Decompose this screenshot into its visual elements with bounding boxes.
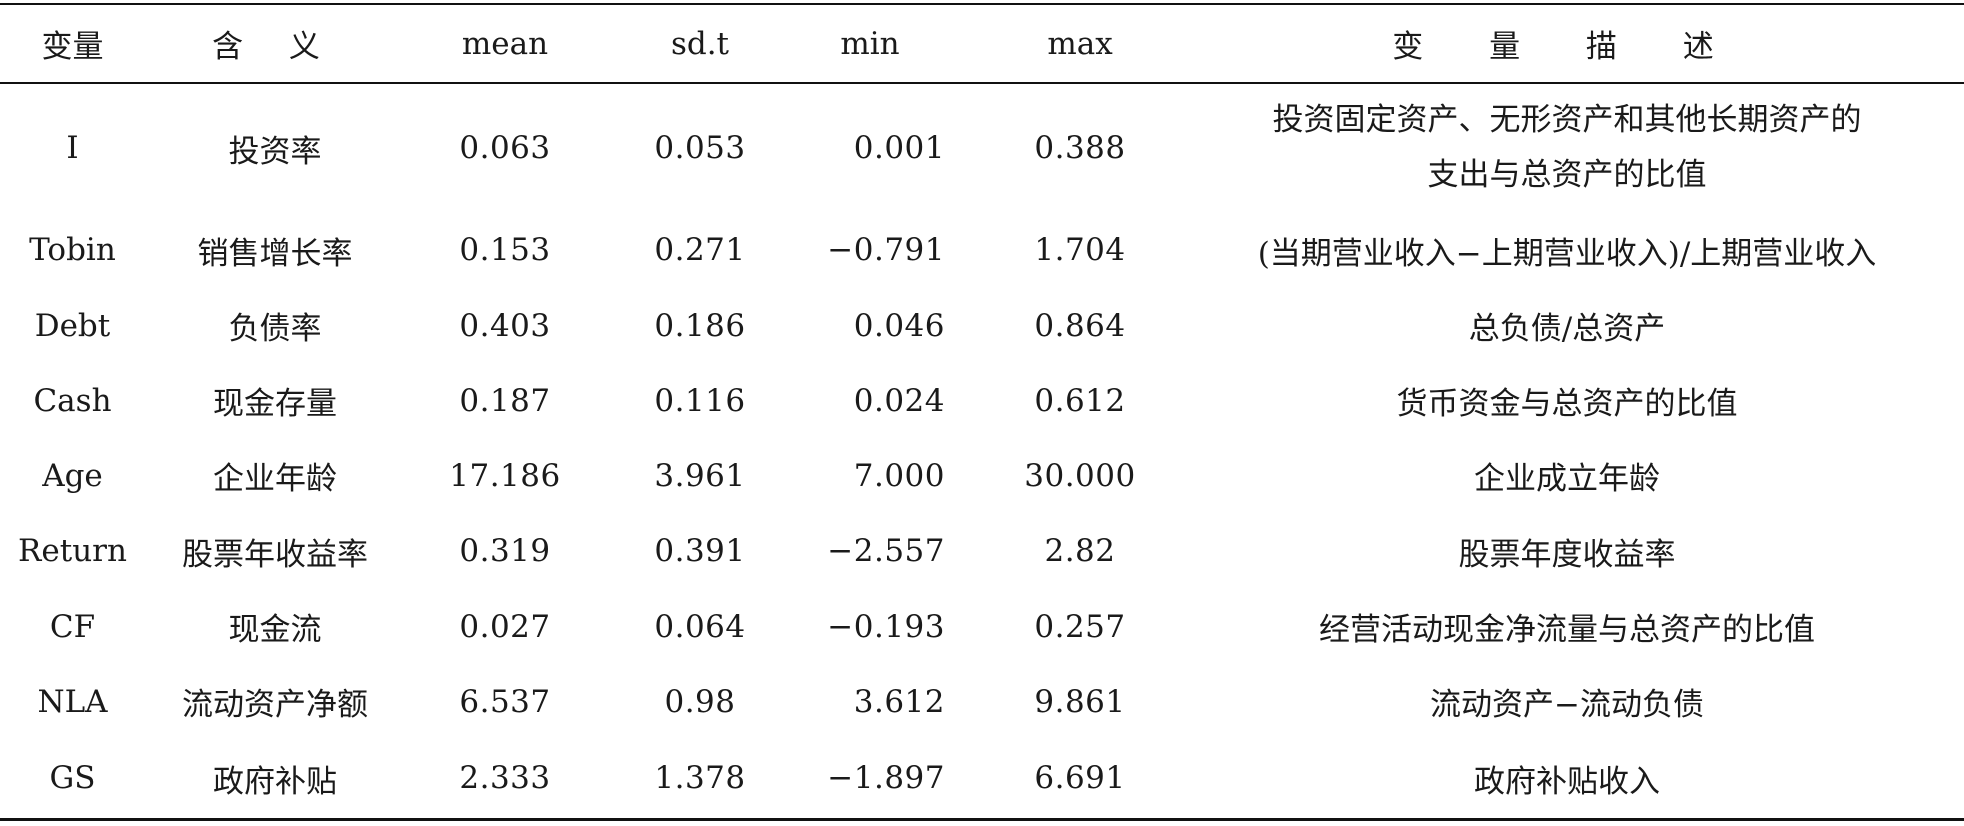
cell-sd: 0.391 bbox=[654, 533, 746, 569]
cell-min: 7.000 bbox=[853, 457, 945, 494]
table-row: GS 政府补贴 2.333 1.378 −1.897 6.691 政府补贴收入 bbox=[0, 739, 1964, 817]
cell-min: −0.193 bbox=[827, 608, 945, 645]
cell-sd: 0.053 bbox=[654, 130, 746, 166]
cell-min: 3.612 bbox=[853, 683, 945, 720]
cell-max: 0.612 bbox=[1034, 382, 1126, 419]
cell-sd: 0.064 bbox=[654, 608, 746, 645]
table-row: Debt 负债率 0.403 0.186 0.046 0.864 总负债/总资产 bbox=[0, 288, 1964, 363]
cell-meaning: 股票年收益率 bbox=[182, 536, 368, 573]
cell-mean: 0.403 bbox=[459, 307, 551, 344]
table-row: Tobin 销售增长率 0.153 0.271 −0.791 1.704 (当期… bbox=[0, 212, 1964, 288]
header-variable: 变量 bbox=[41, 29, 104, 65]
cell-variable: Return bbox=[18, 533, 127, 569]
cell-max: 0.864 bbox=[1034, 307, 1126, 344]
cell-description: 企业成立年龄 bbox=[1474, 461, 1660, 497]
header-description: 变 量 描 述 bbox=[1392, 29, 1742, 65]
description-line-2: 支出与总资产的比值 bbox=[1427, 157, 1707, 193]
cell-variable: Tobin bbox=[29, 232, 116, 268]
cell-mean: 6.537 bbox=[459, 683, 551, 720]
cell-min: 0.024 bbox=[853, 382, 945, 419]
cell-mean: 0.027 bbox=[459, 608, 551, 645]
cell-mean: 0.153 bbox=[459, 232, 551, 268]
cell-description: 经营活动现金净流量与总资产的比值 bbox=[1319, 612, 1815, 648]
header-meaning: 含 义 bbox=[212, 29, 338, 65]
table-bottom-rule bbox=[0, 818, 1964, 821]
cell-max: 0.388 bbox=[1034, 130, 1126, 166]
cell-meaning: 现金存量 bbox=[213, 386, 337, 422]
table-row: Return 股票年收益率 0.319 0.391 −2.557 2.82 股票… bbox=[0, 513, 1964, 589]
cell-meaning: 现金流 bbox=[228, 612, 322, 648]
table-row: CF 现金流 0.027 0.064 −0.193 0.257 经营活动现金净流… bbox=[0, 589, 1964, 664]
cell-sd: 0.186 bbox=[654, 307, 746, 344]
cell-description: 货币资金与总资产的比值 bbox=[1396, 386, 1738, 422]
cell-meaning: 销售增长率 bbox=[197, 235, 353, 272]
cell-sd: 0.271 bbox=[654, 232, 746, 268]
cell-meaning: 企业年龄 bbox=[213, 461, 337, 497]
header-mean: mean bbox=[461, 25, 549, 62]
cell-meaning: 政府补贴 bbox=[213, 763, 337, 800]
cell-sd: 0.116 bbox=[654, 382, 746, 419]
cell-meaning: 投资率 bbox=[228, 133, 322, 170]
cell-description: (当期营业收入−上期营业收入)/上期营业收入 bbox=[1257, 235, 1877, 272]
table-row: NLA 流动资产净额 6.537 0.98 3.612 9.861 流动资产−流… bbox=[0, 664, 1964, 739]
table-header-row: 变量 含 义 mean sd.t min max 变 量 描 述 bbox=[0, 5, 1964, 82]
cell-variable: Debt bbox=[34, 307, 111, 344]
cell-mean: 0.319 bbox=[459, 533, 551, 569]
cell-sd: 3.961 bbox=[654, 457, 746, 494]
cell-max: 6.691 bbox=[1034, 760, 1126, 796]
cell-description: 政府补贴收入 bbox=[1474, 763, 1660, 800]
cell-description: 总负债/总资产 bbox=[1468, 311, 1666, 347]
cell-description: 投资固定资产、无形资产和其他长期资产的 支出与总资产的比值 bbox=[1170, 84, 1964, 212]
cell-variable: Age bbox=[42, 457, 103, 494]
cell-min: −0.791 bbox=[827, 232, 945, 268]
cell-variable: GS bbox=[49, 760, 96, 796]
cell-variable: I bbox=[66, 130, 79, 166]
cell-variable: NLA bbox=[37, 683, 108, 720]
cell-variable: CF bbox=[49, 608, 96, 645]
cell-mean: 0.063 bbox=[459, 130, 551, 166]
cell-sd: 1.378 bbox=[654, 760, 746, 796]
cell-min: 0.001 bbox=[853, 130, 945, 166]
cell-sd: 0.98 bbox=[664, 683, 736, 720]
cell-meaning: 流动资产净额 bbox=[182, 687, 368, 723]
header-min: min bbox=[840, 25, 900, 62]
cell-max: 1.704 bbox=[1034, 232, 1126, 268]
cell-mean: 2.333 bbox=[459, 760, 551, 796]
cell-min: 0.046 bbox=[853, 307, 945, 344]
table-row: I 投资率 0.063 0.053 0.001 0.388 投资固定资产、无形资… bbox=[0, 84, 1964, 212]
cell-max: 9.861 bbox=[1034, 683, 1126, 720]
table-row: Cash 现金存量 0.187 0.116 0.024 0.612 货币资金与总… bbox=[0, 363, 1964, 438]
cell-description: 流动资产−流动负债 bbox=[1430, 687, 1704, 723]
description-line-1: 投资固定资产、无形资产和其他长期资产的 bbox=[1272, 102, 1862, 138]
cell-variable: Cash bbox=[33, 382, 112, 419]
table-top-rule bbox=[0, 3, 1964, 5]
cell-min: −2.557 bbox=[827, 533, 945, 569]
table-row: Age 企业年龄 17.186 3.961 7.000 30.000 企业成立年… bbox=[0, 438, 1964, 513]
cell-max: 2.82 bbox=[1044, 533, 1116, 569]
cell-meaning: 负债率 bbox=[228, 311, 322, 347]
table-header-rule bbox=[0, 82, 1964, 84]
cell-max: 0.257 bbox=[1034, 608, 1126, 645]
cell-max: 30.000 bbox=[1024, 457, 1136, 494]
header-sd: sd.t bbox=[670, 25, 730, 62]
header-max: max bbox=[1047, 25, 1113, 62]
cell-min: −1.897 bbox=[827, 760, 945, 796]
cell-mean: 17.186 bbox=[449, 457, 561, 494]
cell-mean: 0.187 bbox=[459, 382, 551, 419]
cell-description: 股票年度收益率 bbox=[1458, 536, 1676, 573]
